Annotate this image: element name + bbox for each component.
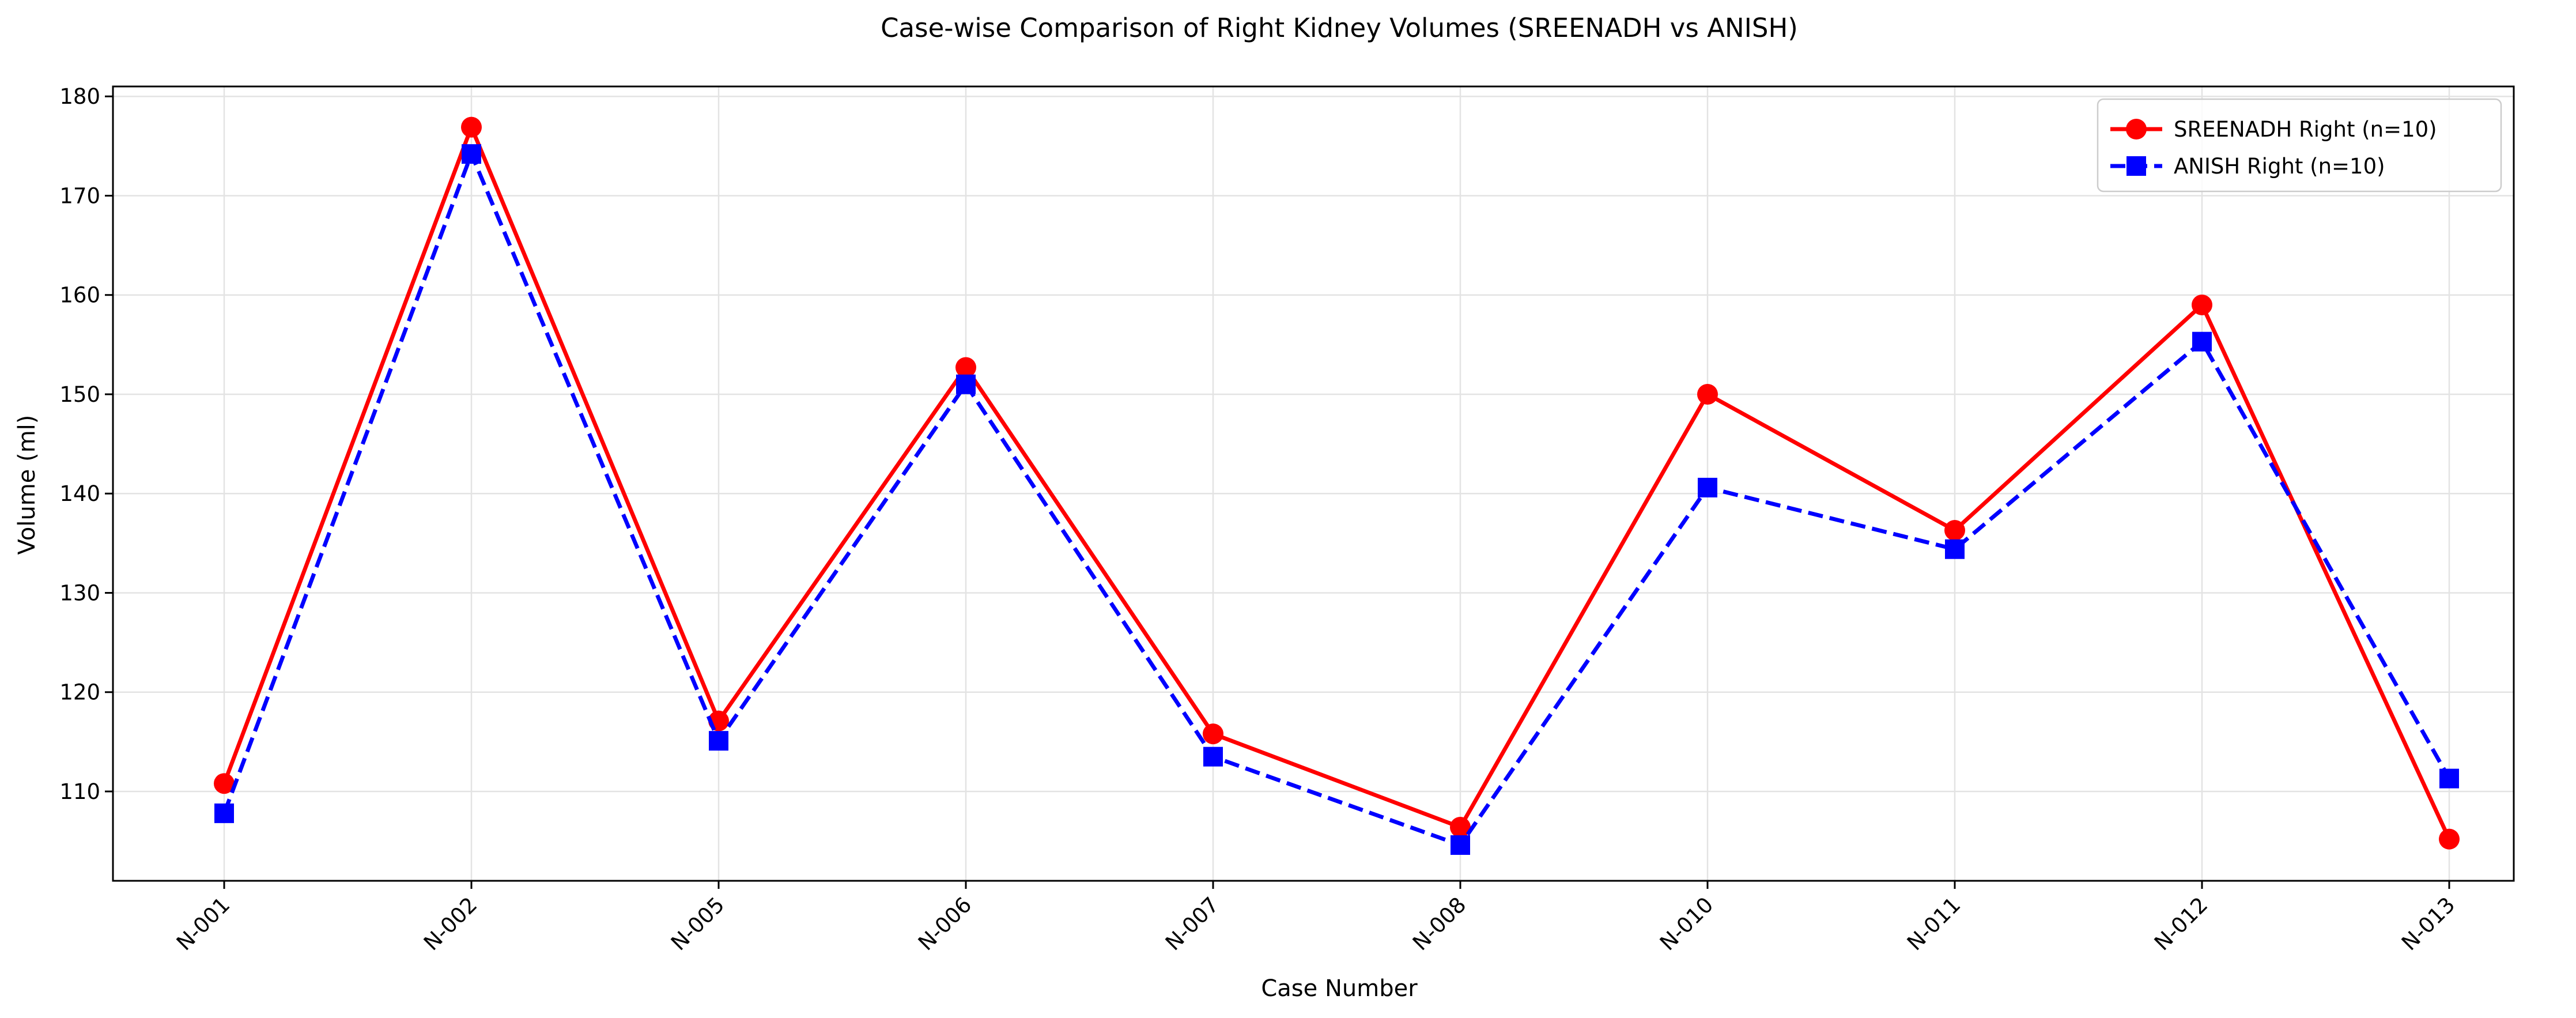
y-tick-label: 160 <box>59 283 100 308</box>
plot-frame <box>112 85 2515 882</box>
series-line <box>222 152 2452 847</box>
y-tick-label: 170 <box>59 183 100 208</box>
legend: SREENADH Right (n=10) ANISH Right (n=10) <box>2097 98 2502 193</box>
x-axis-label: Case Number <box>1261 975 1418 1002</box>
data-point <box>1697 383 1718 405</box>
chart-title: Case-wise Comparison of Right Kidney Vol… <box>881 13 1798 43</box>
series-2 <box>214 144 2459 855</box>
series-1 <box>214 116 2460 850</box>
legend-marker <box>2126 156 2146 176</box>
data-point <box>2439 768 2459 789</box>
data-point <box>1203 723 1223 745</box>
data-point <box>1451 835 1470 855</box>
x-tick-label: N-013 <box>2397 892 2460 955</box>
legend-label: SREENADH Right (n=10) <box>2174 117 2437 142</box>
data-point <box>1698 477 1717 497</box>
y-tick-label: 140 <box>59 481 100 506</box>
legend-box <box>2097 98 2502 193</box>
y-tick-label: 120 <box>59 680 100 705</box>
x-tick-label: N-011 <box>1902 892 1965 955</box>
x-tick-label: N-008 <box>1408 892 1471 955</box>
x-tick-label: N-006 <box>913 892 976 955</box>
x-tick-label: N-001 <box>172 892 235 955</box>
data-point <box>2192 294 2212 315</box>
data-point <box>1944 519 1965 541</box>
data-point <box>2192 331 2212 352</box>
x-tick-label: N-010 <box>1655 892 1718 955</box>
y-tick-label: 110 <box>59 779 100 804</box>
x-tick-label: N-012 <box>2150 892 2212 955</box>
data-point <box>709 731 728 751</box>
axes: N-001 N-002 N-005 N-006 N-007 N-008 N-010 N-011… <box>59 84 2460 955</box>
data-point <box>214 773 235 794</box>
data-point <box>1450 816 1471 838</box>
y-tick-label: 180 <box>59 84 100 109</box>
data-point <box>214 803 234 823</box>
grid <box>113 86 2514 881</box>
x-tick-label: N-007 <box>1161 892 1223 955</box>
x-tick-label: N-002 <box>419 892 482 955</box>
data-point <box>462 144 481 164</box>
data-point <box>1203 746 1223 767</box>
data-point <box>955 357 976 378</box>
data-point <box>2439 828 2460 850</box>
x-tick-label: N-005 <box>666 892 729 955</box>
y-axis-label: Volume (ml) <box>14 415 40 555</box>
data-point <box>1945 539 1965 559</box>
y-tick-label: 150 <box>59 382 100 407</box>
legend-marker <box>2126 119 2147 139</box>
legend-label: ANISH Right (n=10) <box>2174 154 2385 179</box>
data-point <box>956 374 976 394</box>
series-layer <box>214 116 2460 855</box>
y-tick-label: 130 <box>59 580 100 605</box>
data-point <box>461 116 482 138</box>
series-line <box>222 125 2452 840</box>
